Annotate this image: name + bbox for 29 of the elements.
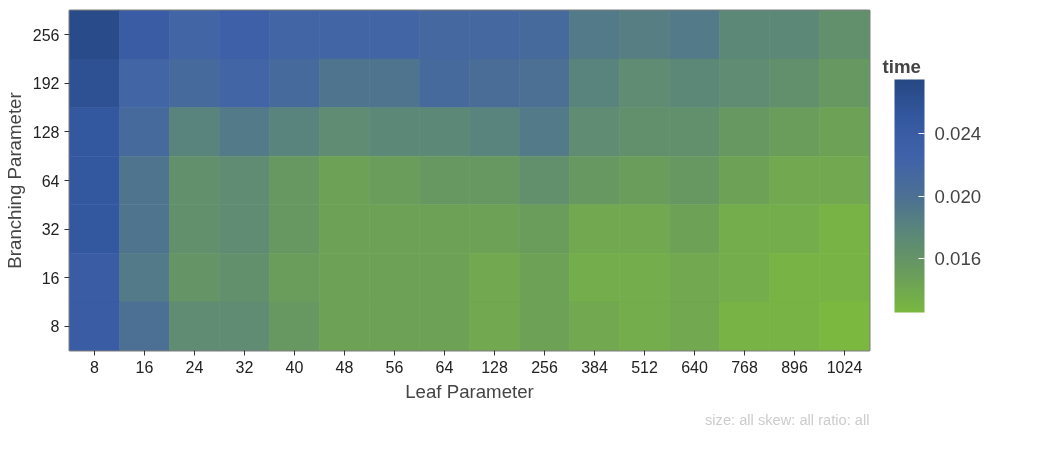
color-bar-label: 0.020 [934,185,982,207]
x-tick-label: 512 [631,358,658,376]
x-tick-label: 896 [781,358,808,376]
color-bar-label: 0.016 [934,247,982,269]
y-tick-label: 16 [41,269,60,287]
y-tick-label: 64 [41,172,60,190]
x-tick-label: 256 [531,358,558,376]
color-bar-label: 0.024 [934,123,982,145]
x-tick-label: 64 [435,358,454,376]
x-tick-label: 24 [185,358,204,376]
x-tick-label: 8 [90,358,100,376]
x-tick-label: 40 [285,358,304,376]
x-tick-label: 640 [681,358,708,376]
y-tick-label: 128 [32,123,60,141]
y-tick-label: 32 [41,221,60,239]
y-axis-title: Branching Parameter [3,92,25,269]
y-tick-label: 192 [32,75,60,93]
y-tick-label: 8 [50,318,60,336]
y-tick-label: 256 [32,26,60,44]
x-tick-label: 128 [481,358,508,376]
x-tick-label: 1024 [826,358,863,376]
x-tick-label: 384 [581,358,608,376]
x-tick-label: 56 [385,358,404,376]
x-axis-title: Leaf Parameter [405,380,534,402]
x-tick-label: 48 [335,358,354,376]
x-tick-label: 32 [235,358,254,376]
x-tick-label: 16 [135,358,154,376]
x-tick-label: 768 [731,358,758,376]
legend-title: time [882,55,921,77]
